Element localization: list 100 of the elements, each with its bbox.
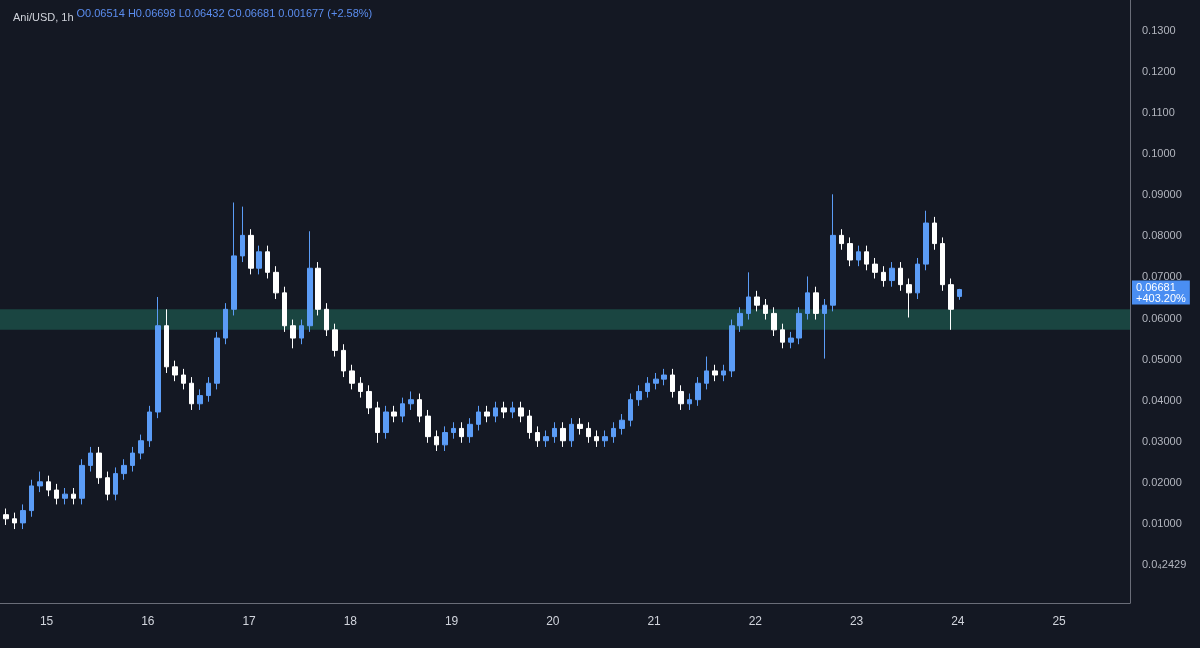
candlestick bbox=[493, 401, 498, 423]
candlestick bbox=[315, 261, 321, 316]
candlestick bbox=[425, 409, 431, 444]
y-tick-label: 0.06000 bbox=[1142, 311, 1182, 324]
candlestick bbox=[172, 360, 178, 382]
y-tick-label: 0.03000 bbox=[1142, 434, 1182, 447]
candlestick bbox=[780, 323, 785, 349]
candlestick bbox=[290, 319, 296, 349]
candlestick bbox=[181, 368, 186, 390]
candlestick bbox=[307, 230, 313, 333]
candlestick bbox=[113, 466, 118, 501]
y-tick-label: 0.04000 bbox=[1142, 393, 1182, 406]
candlestick bbox=[889, 261, 895, 288]
x-tick-label: 25 bbox=[1052, 614, 1067, 628]
candlestick bbox=[155, 296, 161, 419]
candlestick bbox=[96, 446, 102, 485]
candlestick bbox=[341, 343, 346, 378]
candlestick bbox=[957, 288, 962, 301]
x-tick-label: 24 bbox=[951, 614, 965, 628]
candlestick bbox=[256, 245, 262, 275]
candlestick bbox=[746, 271, 751, 321]
candlestick bbox=[577, 417, 583, 436]
candlestick bbox=[71, 487, 76, 505]
candlestick bbox=[712, 364, 718, 382]
candlestick bbox=[687, 393, 692, 411]
y-tick-label: 0.09000 bbox=[1142, 188, 1182, 201]
candlestick bbox=[586, 421, 591, 444]
candlestick bbox=[856, 245, 861, 267]
text: Ani/USD, 1h bbox=[13, 10, 74, 23]
text: 0.06681 +403.20% bbox=[1136, 281, 1187, 305]
candlestick bbox=[560, 421, 566, 448]
candlestick bbox=[130, 446, 135, 473]
candlestick bbox=[653, 372, 659, 390]
candlestick bbox=[636, 384, 642, 407]
candlestick bbox=[881, 265, 886, 288]
candlestick bbox=[105, 471, 110, 501]
candlestick bbox=[467, 417, 473, 444]
candlestick bbox=[484, 405, 490, 423]
candlestick bbox=[518, 401, 524, 423]
candlestick bbox=[737, 306, 743, 333]
candlestick bbox=[839, 228, 844, 251]
candlestick bbox=[459, 421, 464, 444]
x-tick-label: 23 bbox=[849, 614, 864, 628]
candlestick bbox=[62, 487, 68, 505]
candlestick bbox=[231, 202, 237, 316]
candlestick bbox=[197, 388, 203, 411]
candlestick bbox=[12, 512, 17, 530]
candlestick bbox=[796, 306, 802, 345]
candlestick bbox=[138, 434, 144, 460]
candlestick bbox=[552, 421, 557, 444]
candlestick bbox=[121, 458, 127, 481]
candlestick bbox=[248, 228, 254, 275]
candlestick bbox=[678, 384, 684, 411]
candlestick bbox=[915, 257, 920, 300]
candlestick bbox=[535, 425, 540, 448]
y-tick-label: 0.01000 bbox=[1142, 516, 1182, 529]
candlestick bbox=[408, 390, 414, 411]
candlestick bbox=[299, 319, 304, 345]
candlestick bbox=[164, 308, 169, 374]
candlestick bbox=[805, 275, 810, 321]
candlestick bbox=[189, 376, 194, 411]
candlestick bbox=[37, 471, 43, 493]
candlestick bbox=[358, 376, 363, 399]
x-tick-label: 16 bbox=[141, 614, 155, 628]
candlestick bbox=[628, 393, 633, 427]
y-tick-label: 0.1100 bbox=[1142, 106, 1175, 119]
y-tick-label: 0.07000 bbox=[1142, 270, 1182, 283]
candlestick bbox=[282, 286, 287, 333]
candlestick bbox=[898, 261, 903, 292]
candlestick bbox=[527, 409, 532, 440]
candlestick bbox=[434, 429, 439, 452]
candlestick bbox=[501, 401, 507, 419]
candlestick bbox=[240, 206, 245, 263]
candlestick bbox=[476, 405, 481, 431]
candlestick bbox=[948, 278, 954, 331]
candlestick bbox=[645, 376, 650, 399]
candlestick bbox=[29, 479, 34, 518]
candlestick bbox=[704, 356, 709, 390]
candlestick bbox=[788, 331, 794, 349]
candlestick bbox=[594, 429, 599, 448]
candlestick bbox=[349, 364, 355, 390]
candlestick bbox=[721, 364, 726, 382]
candlestick bbox=[661, 368, 667, 386]
candlestick bbox=[400, 397, 405, 423]
candlestick bbox=[214, 331, 220, 390]
x-tick-label: 21 bbox=[647, 614, 662, 628]
candlestick bbox=[729, 319, 735, 378]
candlestick bbox=[932, 216, 937, 251]
y-tick-label: 0.0₄2429 bbox=[1142, 557, 1187, 570]
candlestick bbox=[923, 210, 929, 271]
candlestick bbox=[383, 405, 389, 440]
x-tick-label: 22 bbox=[748, 614, 763, 628]
candlestick bbox=[20, 503, 26, 530]
candlestick bbox=[670, 368, 675, 399]
y-tick-label: 0.08000 bbox=[1142, 229, 1182, 242]
candlestick bbox=[332, 323, 338, 358]
candlestick bbox=[510, 401, 515, 419]
candlestick bbox=[265, 245, 270, 279]
y-tick-label: 0.1300 bbox=[1142, 23, 1176, 36]
candlestick bbox=[442, 425, 448, 452]
